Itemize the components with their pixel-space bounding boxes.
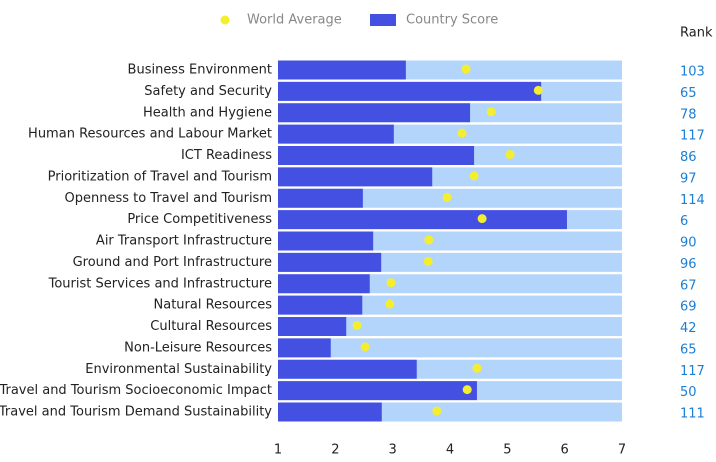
category-label: Environmental Sustainability xyxy=(85,362,272,377)
dot xyxy=(352,321,362,330)
category-label: Tourist Services and Infrastructure xyxy=(48,276,272,291)
category-label: Prioritization of Travel and Tourism xyxy=(48,169,272,184)
category-label: Natural Resources xyxy=(154,298,273,313)
legend-label: World Average xyxy=(247,13,342,28)
bar xyxy=(278,402,382,422)
x-tick-label: 2 xyxy=(331,443,339,458)
category-label: Travel and Tourism Demand Sustainability xyxy=(0,405,272,420)
rank-title: Rank xyxy=(680,26,713,41)
dot xyxy=(505,150,515,159)
dot xyxy=(469,171,479,181)
category-label: Air Transport Infrastructure xyxy=(96,234,272,249)
rank-label: 67 xyxy=(680,278,697,293)
rank-label: 114 xyxy=(680,193,705,208)
dot xyxy=(486,107,496,117)
dot xyxy=(457,128,467,138)
rank-label: 117 xyxy=(680,129,705,144)
dot xyxy=(423,256,433,266)
bar xyxy=(278,103,471,123)
category-label: Safety and Security xyxy=(144,84,272,99)
bar xyxy=(278,167,433,187)
bar xyxy=(278,381,477,401)
category-label: Business Environment xyxy=(128,63,272,78)
bar xyxy=(278,295,363,315)
dot xyxy=(477,214,487,224)
x-tick-label: 6 xyxy=(561,443,569,458)
rank-label: 65 xyxy=(680,342,697,357)
dot xyxy=(442,192,452,202)
legend-marker xyxy=(370,14,396,26)
category-label: Openness to Travel and Tourism xyxy=(64,191,272,206)
dot xyxy=(432,406,442,416)
rank-label: 65 xyxy=(680,86,697,101)
rank-label: 86 xyxy=(680,150,697,165)
category-label: ICT Readiness xyxy=(181,148,272,163)
legend-marker xyxy=(220,15,230,25)
bar xyxy=(278,188,363,208)
dot xyxy=(462,385,472,395)
rank-label: 78 xyxy=(680,107,697,122)
rank-label: 6 xyxy=(680,214,688,229)
rank-label: 97 xyxy=(680,171,697,186)
rank-label: 50 xyxy=(680,385,697,400)
category-label: Non-Leisure Resources xyxy=(124,340,272,355)
range-bar xyxy=(278,317,622,336)
bar xyxy=(278,317,347,336)
rank-label: 96 xyxy=(680,257,697,272)
x-tick-label: 4 xyxy=(446,443,454,458)
dot xyxy=(461,64,471,74)
category-label: Health and Hygiene xyxy=(143,105,272,120)
x-tick-label: 5 xyxy=(503,443,511,458)
category-label: Travel and Tourism Socioeconomic Impact xyxy=(0,383,272,398)
category-label: Price Competitiveness xyxy=(127,212,272,227)
range-bar xyxy=(278,295,622,315)
x-tick-label: 1 xyxy=(274,443,282,458)
bar xyxy=(278,359,417,379)
dot xyxy=(533,85,543,95)
rank-label: 111 xyxy=(680,407,705,422)
bar xyxy=(278,124,394,144)
rank-label: 103 xyxy=(680,65,705,80)
rank-label: 69 xyxy=(680,300,697,315)
dot xyxy=(385,299,395,309)
dot xyxy=(424,235,434,245)
bar xyxy=(278,338,331,358)
dot xyxy=(472,363,482,373)
rank-label: 42 xyxy=(680,321,697,336)
bar xyxy=(278,231,374,251)
rank-label: 117 xyxy=(680,364,705,379)
dot xyxy=(386,278,396,288)
bar xyxy=(278,252,382,272)
bar xyxy=(278,146,475,165)
bar xyxy=(278,274,370,294)
bar xyxy=(278,60,406,80)
category-label: Cultural Resources xyxy=(150,319,272,334)
category-label: Human Resources and Labour Market xyxy=(28,127,272,142)
bar xyxy=(278,210,567,230)
category-label: Ground and Port Infrastructure xyxy=(73,255,272,270)
legend-label: Country Score xyxy=(406,13,498,28)
bar xyxy=(278,81,542,101)
dot xyxy=(360,342,370,352)
x-tick-label: 7 xyxy=(618,443,626,458)
x-tick-label: 3 xyxy=(389,443,397,458)
rank-label: 90 xyxy=(680,236,697,251)
